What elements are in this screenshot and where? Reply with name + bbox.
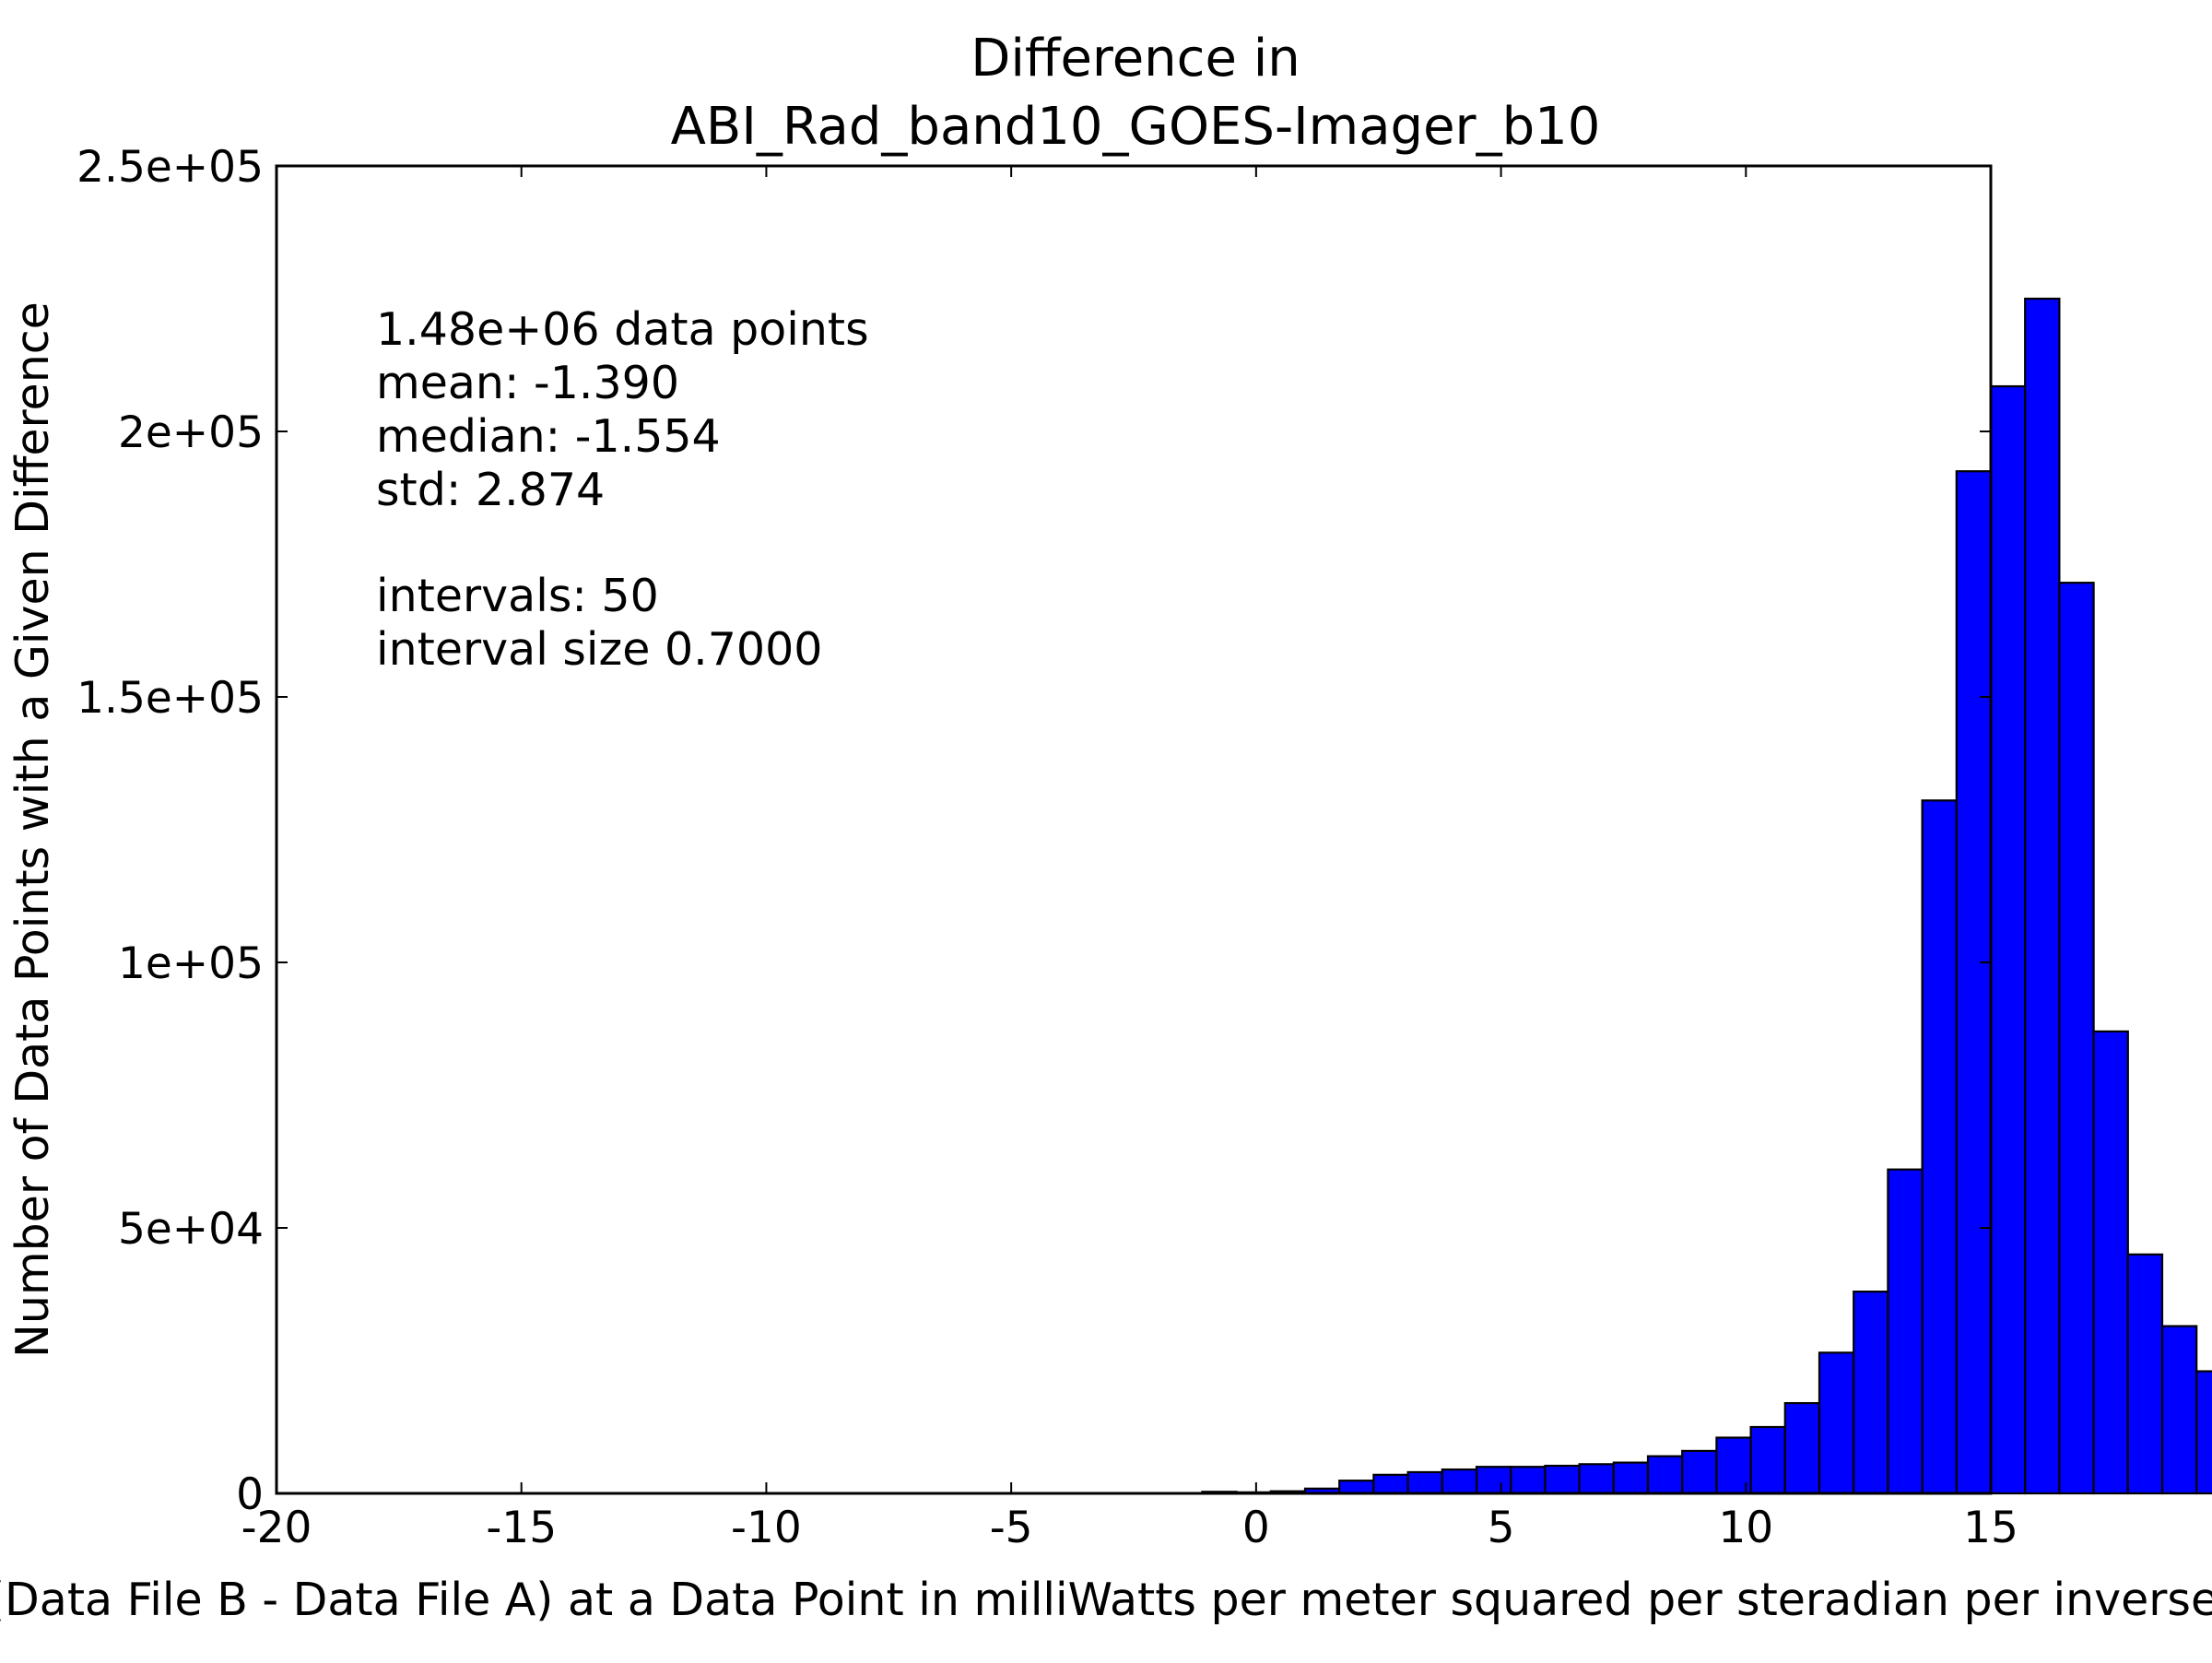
stats-data-points: 1.48e+06 data points — [376, 303, 869, 356]
chart-title-line-2: ABI_Rad_band10_GOES-Imager_b10 — [671, 97, 1601, 157]
x-tick-label: 5 — [1488, 1503, 1515, 1553]
stats-median: median: -1.554 — [376, 410, 721, 463]
histogram-bar — [2024, 297, 2061, 1495]
y-tick-label: 2.5e+05 — [76, 142, 264, 193]
stats-intervals: intervals: 50 — [376, 570, 659, 622]
stats-annotation: 1.48e+06 data points mean: -1.390 median… — [376, 303, 869, 676]
histogram-bar — [2160, 1325, 2198, 1495]
histogram-bar — [2126, 1253, 2164, 1495]
x-axis-label: Value of (Data File B - Data File A) at … — [0, 1574, 2212, 1626]
histogram-bar — [1783, 1401, 1821, 1495]
x-tick-label: 10 — [1718, 1503, 1773, 1553]
stats-mean: mean: -1.390 — [376, 357, 679, 409]
y-tick-label: 2e+05 — [118, 407, 264, 458]
histogram-bar — [1818, 1351, 1855, 1495]
y-tick-label: 0 — [236, 1469, 264, 1520]
y-axis-label: Number of Data Points with a Given Diffe… — [6, 301, 59, 1358]
y-tick-labels: 0 5e+04 1e+05 1.5e+05 2e+05 2.5e+05 — [76, 142, 264, 1520]
histogram-bar — [1887, 1168, 1924, 1495]
plot-frame — [275, 164, 1993, 1495]
histogram-bar — [1372, 1473, 1409, 1495]
histogram-bars — [1201, 297, 2212, 1495]
histogram-bar — [1921, 799, 1958, 1495]
x-tick-label: -20 — [241, 1503, 312, 1553]
histogram-bar — [1612, 1461, 1650, 1495]
histogram-bar — [2195, 1370, 2212, 1495]
x-tick-labels: -20 -15 -10 -5 0 5 10 15 — [241, 1503, 2018, 1553]
histogram-bar — [2058, 582, 2095, 1495]
histogram-bar — [1475, 1466, 1512, 1495]
y-tick-label: 5e+04 — [118, 1204, 264, 1255]
histogram-bar — [1406, 1470, 1443, 1495]
x-tick-label: 15 — [1963, 1503, 2018, 1553]
y-tick-label: 1e+05 — [118, 938, 264, 989]
y-tick-label: 1.5e+05 — [76, 673, 264, 724]
x-tick-label: -15 — [486, 1503, 557, 1553]
histogram-bar — [1955, 470, 1993, 1495]
histogram-bar — [1441, 1468, 1478, 1495]
histogram-bar — [1681, 1449, 1718, 1495]
histogram-bar — [1749, 1425, 1786, 1495]
histogram-bar — [2092, 1030, 2129, 1495]
histogram-bar — [1853, 1291, 1889, 1495]
stats-interval-size: interval size 0.7000 — [376, 623, 822, 676]
histogram-bar — [1578, 1463, 1615, 1495]
histogram-bar — [1989, 384, 2027, 1495]
histogram-bar — [1510, 1466, 1547, 1495]
histogram-bar — [1338, 1480, 1375, 1495]
x-tick-label: 0 — [1242, 1503, 1270, 1553]
histogram-bar — [1646, 1455, 1684, 1495]
x-tick-label: -5 — [990, 1503, 1033, 1553]
histogram-bar — [1544, 1464, 1581, 1495]
x-tick-label: -10 — [731, 1503, 802, 1553]
chart-title-line-1: Difference in — [971, 29, 1300, 88]
stats-std: std: 2.874 — [376, 464, 605, 516]
